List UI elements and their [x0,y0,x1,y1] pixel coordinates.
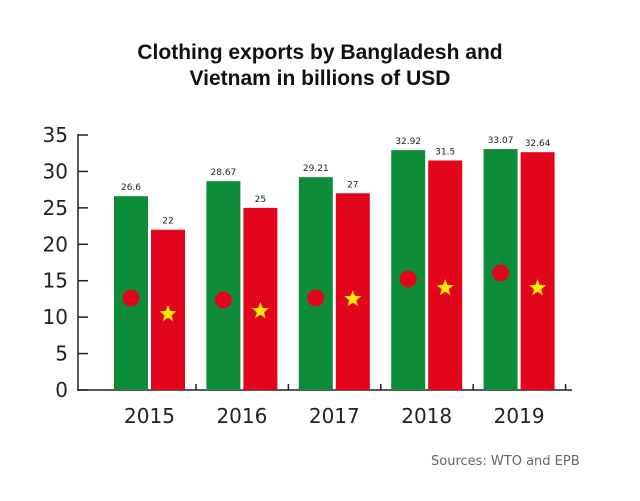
y-tick-label: 10 [43,305,68,329]
bar-value-label: 28.67 [211,168,237,178]
vietnam-flag-star-icon [159,305,177,322]
bar-value-label: 22 [162,217,173,227]
chart-title-line-2: Vietnam in billions of USD [189,67,451,90]
bar-value-label: 32.64 [525,139,551,149]
bangladesh-flag-circle-icon [492,264,510,282]
x-tick-label: 2016 [216,404,267,428]
bar-vietnam-2016 [243,207,278,390]
bar-value-label: 32.92 [395,137,421,147]
bar-value-label: 33.07 [488,136,514,146]
y-tick-label: 0 [55,378,68,402]
y-tick-label: 25 [43,196,68,220]
bangladesh-flag-circle-icon [122,289,140,307]
source-note: Sources: WTO and EPB [431,454,580,469]
bar-value-label: 31.5 [435,148,455,158]
vietnam-flag-star-icon [344,290,362,307]
x-tick-label: 2019 [494,404,545,428]
bangladesh-flag-circle-icon [399,270,417,288]
bar-value-label: 27 [347,180,358,190]
bar-value-label: 26.6 [121,183,141,193]
bangladesh-flag-circle-icon [214,291,232,309]
bar-value-label: 29.21 [303,164,329,174]
bar-vietnam-2018 [428,160,463,390]
x-tick-label: 2018 [401,404,452,428]
chart-title-line-1: Clothing exports by Bangladesh and [137,41,503,64]
bar-value-label: 25 [255,195,266,205]
y-tick-label: 15 [43,269,68,293]
bangladesh-flag-circle-icon [307,289,325,307]
bar-bangladesh-2017 [298,177,333,390]
vietnam-flag-star-icon [529,279,547,296]
y-tick-label: 30 [43,159,68,183]
bar-vietnam-2019 [520,152,555,390]
y-tick-label: 20 [43,232,68,256]
y-tick-label: 35 [43,123,68,147]
x-tick-label: 2015 [124,404,175,428]
y-tick-label: 5 [55,342,68,366]
vietnam-flag-star-icon [436,279,454,296]
bar-bangladesh-2018 [391,150,426,390]
x-tick-label: 2017 [309,404,360,428]
vietnam-flag-star-icon [251,302,269,319]
bar-bangladesh-2016 [206,181,241,390]
chart-title: Clothing exports by Bangladesh and Vietn… [0,40,640,92]
